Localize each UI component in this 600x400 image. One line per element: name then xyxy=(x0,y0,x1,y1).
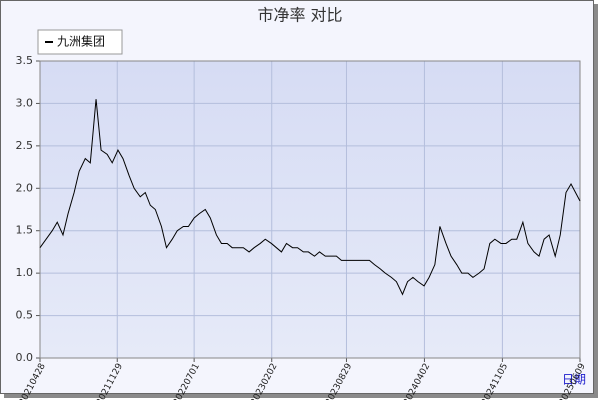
y-tick-label: 2.0 xyxy=(16,181,34,194)
chart-title: 市净率 对比 xyxy=(257,6,342,25)
y-tick-label: 0.5 xyxy=(16,309,34,322)
x-axis-label: 日期 xyxy=(562,373,586,387)
plot-border xyxy=(39,60,581,359)
y-tick-label: 1.5 xyxy=(16,224,34,237)
legend-label: 九洲集团 xyxy=(57,34,105,49)
data-line xyxy=(39,99,581,296)
plot-area xyxy=(40,61,580,358)
legend: 九洲集团 xyxy=(37,29,123,55)
y-tick-label: 2.5 xyxy=(16,139,34,152)
y-tick-label: 3.0 xyxy=(16,96,34,109)
y-tick-label: 1.0 xyxy=(16,266,34,279)
y-tick-label: 3.5 xyxy=(16,54,34,67)
y-tick-label: 0.0 xyxy=(16,351,34,364)
